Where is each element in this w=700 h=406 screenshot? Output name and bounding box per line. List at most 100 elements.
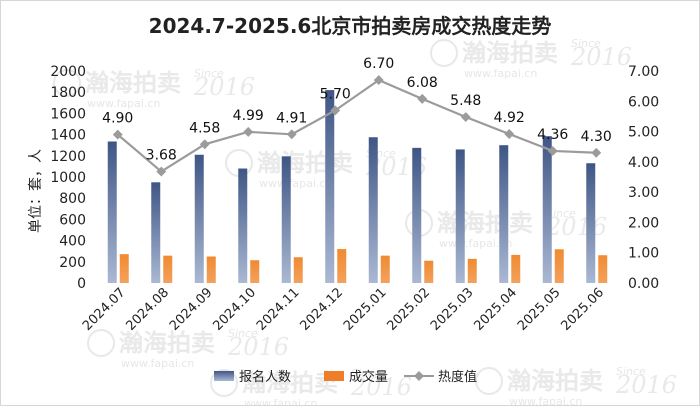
bar-deals xyxy=(119,254,129,283)
heat-data-label: 5.70 xyxy=(320,86,351,102)
y-axis-label: 单位：套，人 xyxy=(28,149,44,233)
left-tick-label: 2000 xyxy=(50,64,86,80)
watermark-year: 2016 xyxy=(570,43,632,71)
watermark-url: www.fapai.cn xyxy=(121,357,194,370)
watermark-year: 2016 xyxy=(350,373,412,401)
heat-point xyxy=(417,93,428,104)
bar-deals xyxy=(163,255,173,283)
legend-swatch-registrants xyxy=(214,371,234,381)
watermark-seal-icon xyxy=(210,369,238,397)
x-tick-label: 2024.11 xyxy=(254,285,303,334)
heat-data-label: 4.36 xyxy=(537,127,568,143)
bar-registrants xyxy=(238,168,248,283)
watermark-since: Since xyxy=(546,207,576,220)
left-tick-label: 200 xyxy=(59,255,86,271)
bar-deals xyxy=(250,260,260,283)
bar-registrants xyxy=(455,149,465,283)
watermark-year: 2016 xyxy=(615,371,677,399)
heat-data-label: 4.99 xyxy=(233,108,264,124)
legend-label-heat: 热度值 xyxy=(438,369,477,385)
legend-swatch-deals xyxy=(324,371,344,381)
watermark-year: 2016 xyxy=(193,73,255,101)
heat-data-label: 6.08 xyxy=(407,75,438,91)
heat-point xyxy=(156,166,167,177)
right-axis-ticks: 0.00 1.00 2.00 3.00 4.00 5.00 6.00 7.00 xyxy=(628,64,659,292)
bar-registrants xyxy=(499,145,509,283)
left-axis-ticks: 0 200 400 600 800 1000 1200 1400 1600 1800 2000 xyxy=(50,64,86,292)
watermark-since: Since xyxy=(194,67,224,80)
heat-point xyxy=(460,112,471,122)
watermark-since: Since xyxy=(351,367,381,380)
heat-point xyxy=(286,129,297,140)
bar-registrants xyxy=(281,156,291,283)
bars xyxy=(107,90,608,283)
heat-data-label: 4.90 xyxy=(102,111,133,127)
right-tick-label: 4.00 xyxy=(628,155,659,171)
watermark-seal-icon xyxy=(53,69,81,97)
bar-registrants xyxy=(151,182,161,283)
heat-data-label: 4.92 xyxy=(494,110,525,126)
left-tick-label: 800 xyxy=(59,191,86,207)
bar-deals xyxy=(337,249,347,283)
left-tick-label: 1600 xyxy=(50,106,86,122)
x-tick-label: 2025.04 xyxy=(471,285,520,334)
heat-line-path xyxy=(117,78,597,173)
right-tick-label: 5.00 xyxy=(628,125,659,141)
bar-registrants xyxy=(542,136,552,283)
bar-registrants xyxy=(412,147,422,283)
watermark-url: www.fapai.cn xyxy=(244,397,317,405)
left-tick-label: 1000 xyxy=(50,170,86,186)
left-tick-label: 0 xyxy=(77,276,86,292)
heat-point xyxy=(243,126,254,137)
watermark-since: Since xyxy=(571,37,601,50)
bar-registrants xyxy=(107,141,117,283)
legend: 报名人数 成交量 热度值 xyxy=(214,369,477,385)
watermark-logo: 瀚海拍卖 xyxy=(119,329,215,357)
watermark-logo: 瀚海拍卖 xyxy=(257,149,353,177)
right-tick-label: 2.00 xyxy=(628,215,659,231)
x-tick-label: 2025.06 xyxy=(558,285,607,334)
bar-deals xyxy=(424,260,434,283)
x-tick-label: 2025.05 xyxy=(515,285,564,334)
left-tick-label: 400 xyxy=(59,234,86,250)
right-tick-label: 1.00 xyxy=(628,246,659,262)
x-tick-label: 2024.08 xyxy=(123,285,172,334)
watermark-logo: 瀚海拍卖 xyxy=(462,39,558,67)
watermark-seal-icon xyxy=(87,329,115,357)
watermark-url: www.fapai.cn xyxy=(464,67,537,80)
legend-swatch-heat-marker xyxy=(414,371,424,381)
bar-registrants xyxy=(194,154,204,283)
watermark-year: 2016 xyxy=(545,213,607,241)
heat-data-label: 4.91 xyxy=(276,110,307,126)
watermark-logo: 瀚海拍卖 xyxy=(507,367,603,395)
heat-data-label: 3.68 xyxy=(146,148,177,164)
heat-point xyxy=(112,129,123,140)
heat-data-label: 4.30 xyxy=(581,129,612,145)
bar-deals xyxy=(598,255,608,283)
bar-deals xyxy=(293,257,303,283)
right-tick-label: 0.00 xyxy=(628,276,659,292)
bar-deals xyxy=(467,258,477,283)
watermark-url: www.fapai.cn xyxy=(259,177,332,190)
x-tick-label: 2024.09 xyxy=(167,285,216,334)
right-tick-label: 7.00 xyxy=(628,64,659,80)
legend-label-registrants: 报名人数 xyxy=(239,369,291,385)
left-tick-label: 600 xyxy=(59,212,86,228)
x-tick-label: 2025.02 xyxy=(384,285,433,334)
bar-registrants xyxy=(368,137,378,283)
bar-registrants xyxy=(586,163,596,283)
bar-deals xyxy=(554,249,564,283)
heat-point xyxy=(504,129,515,139)
bar-deals xyxy=(511,254,521,283)
watermark-url: www.fapai.cn xyxy=(509,395,582,405)
right-tick-label: 3.00 xyxy=(628,185,659,201)
left-tick-label: 1400 xyxy=(50,128,86,144)
x-tick-label: 2025.03 xyxy=(428,285,477,334)
x-tick-label: 2025.01 xyxy=(341,285,390,334)
